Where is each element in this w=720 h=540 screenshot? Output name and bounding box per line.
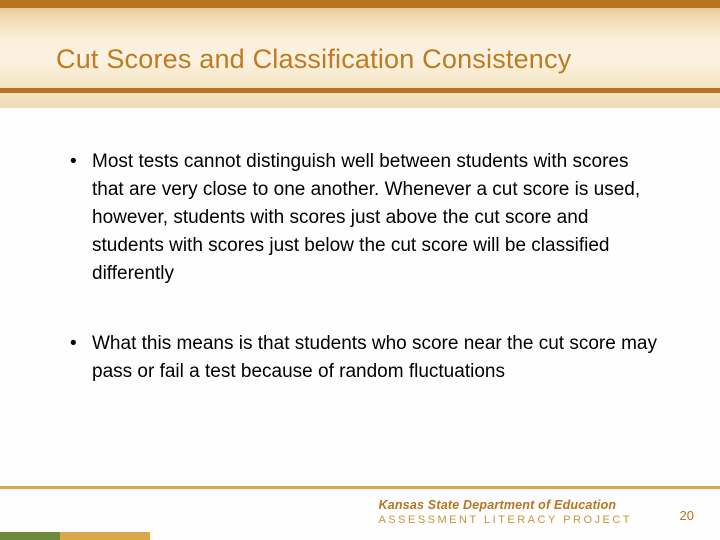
title-underline (0, 88, 720, 93)
bullet-marker: • (70, 148, 92, 288)
footer-project: ASSESSMENT LITERACY PROJECT (378, 514, 632, 526)
slide-content: • Most tests cannot distinguish well bet… (70, 148, 660, 428)
bullet-item: • Most tests cannot distinguish well bet… (70, 148, 660, 288)
footer-accent-bar (0, 532, 150, 540)
bullet-text: Most tests cannot distinguish well betwe… (92, 148, 660, 288)
footer-rule (0, 486, 720, 489)
page-number: 20 (680, 508, 694, 523)
bullet-text: What this means is that students who sco… (92, 330, 660, 386)
footer-text-block: Kansas State Department of Education ASS… (378, 498, 632, 526)
slide-footer: Kansas State Department of Education ASS… (0, 486, 720, 540)
header-band: Cut Scores and Classification Consistenc… (0, 0, 720, 108)
footer-org: Kansas State Department of Education (378, 498, 632, 512)
bullet-item: • What this means is that students who s… (70, 330, 660, 386)
slide-title: Cut Scores and Classification Consistenc… (56, 44, 571, 75)
bullet-marker: • (70, 330, 92, 386)
